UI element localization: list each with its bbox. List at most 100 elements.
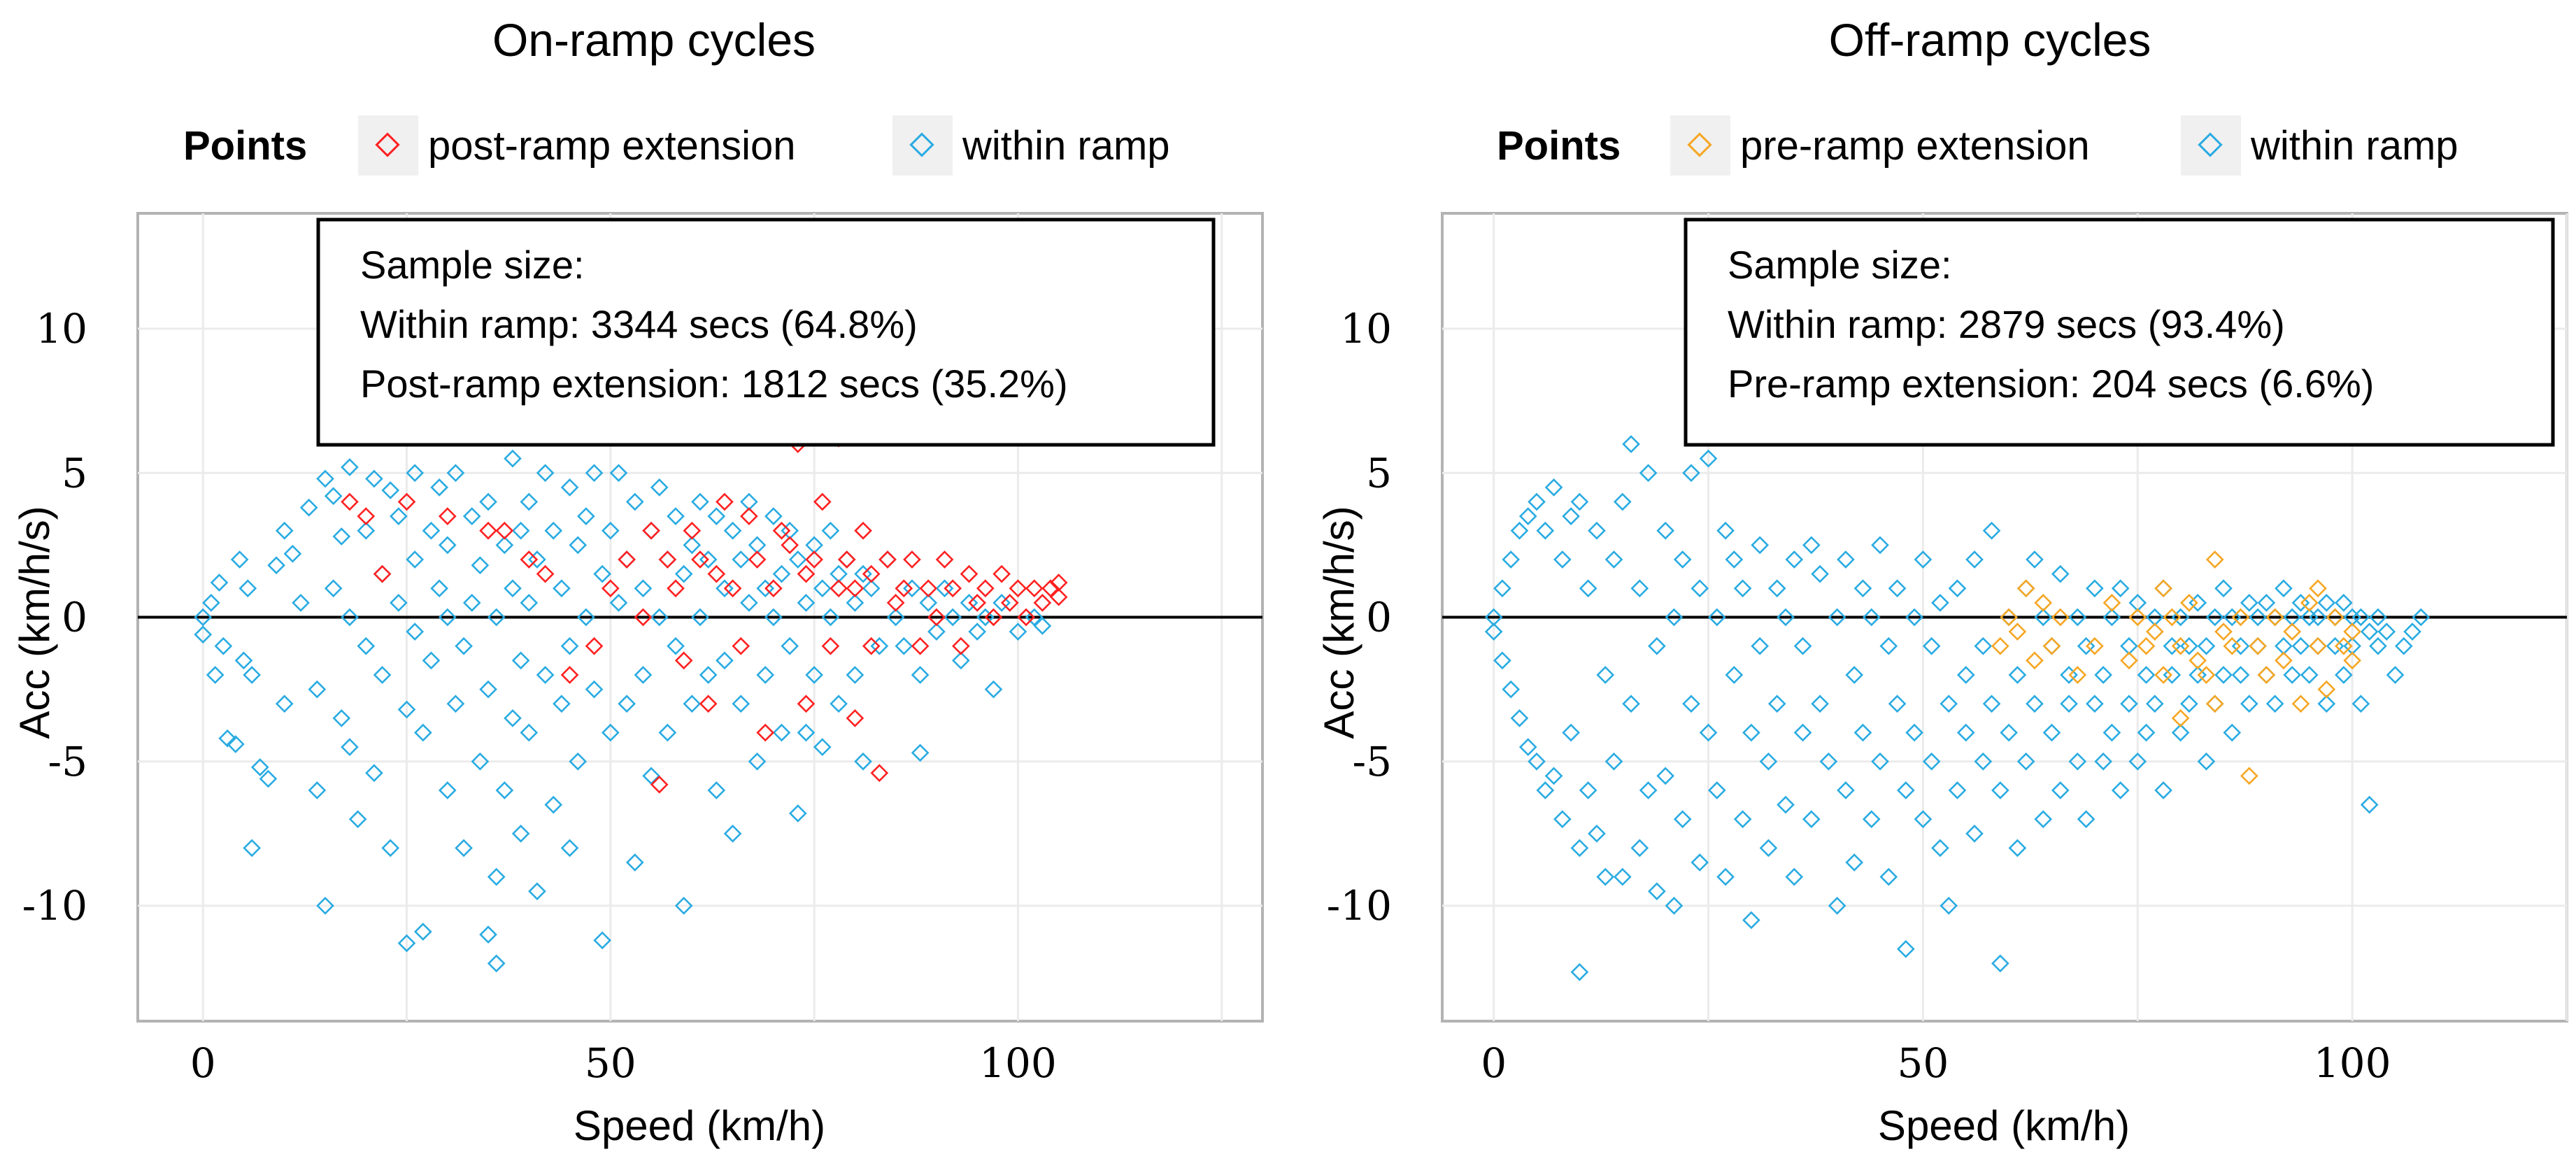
data-point-pre-ramp-extension [2326, 608, 2344, 627]
data-point-post-ramp-extension [341, 492, 359, 511]
data-point-within-ramp [716, 579, 734, 598]
data-point-within-ramp [1570, 963, 1589, 981]
data-point-within-ramp [2231, 636, 2250, 655]
data-point-within-ramp [1493, 651, 1511, 670]
data-point-pre-ramp-extension [2343, 622, 2361, 641]
legend-label: within ramp [962, 123, 1170, 169]
data-point-within-ramp [2335, 666, 2353, 684]
data-point-within-ramp [292, 594, 310, 612]
data-point-within-ramp [756, 579, 775, 598]
data-point-within-ramp [2283, 666, 2302, 684]
data-point-within-ramp [2008, 666, 2027, 684]
data-point-within-ramp [2026, 695, 2044, 713]
y-tick-label: 0 [62, 594, 87, 641]
data-point-within-ramp [1965, 825, 1984, 843]
data-point-post-ramp-extension [740, 507, 758, 525]
data-point-within-ramp [1656, 767, 1674, 785]
data-point-within-ramp [2086, 579, 2104, 598]
data-point-pre-ramp-extension [2180, 594, 2198, 612]
data-point-pre-ramp-extension [2265, 608, 2284, 627]
data-point-within-ramp [2008, 839, 2027, 857]
data-point-within-ramp [316, 897, 334, 915]
data-point-within-ramp [194, 608, 213, 627]
annotation-line: Pre-ramp extension: 204 secs (6.6%) [1728, 362, 2374, 406]
x-axis-label: Speed (km/h) [1878, 1102, 2130, 1149]
data-point-within-ramp [1888, 695, 1907, 713]
y-axis-label: Acc (km/h/s) [11, 506, 58, 739]
data-point-pre-ramp-extension [2249, 636, 2267, 655]
data-point-within-ramp [2026, 550, 2044, 569]
data-point-post-ramp-extension [968, 594, 987, 612]
data-point-post-ramp-extension [797, 695, 816, 713]
data-point-within-ramp [772, 723, 791, 742]
data-point-within-ramp [560, 478, 579, 497]
y-tick-label: 10 [1340, 305, 1392, 352]
data-point-within-ramp [846, 594, 864, 612]
data-point-within-ramp [2403, 622, 2421, 641]
data-point-post-ramp-extension [699, 695, 718, 713]
data-point-within-ramp [1811, 564, 1829, 583]
data-point-post-ramp-extension [479, 521, 497, 540]
data-point-within-ramp [1742, 723, 1760, 742]
annotation-line: Post-ramp extension: 1812 secs (35.2%) [360, 362, 1068, 406]
data-point-within-ramp [1871, 752, 1889, 771]
data-point-within-ramp [1853, 723, 1872, 742]
data-point-within-ramp [553, 579, 571, 598]
data-point-within-ramp [2309, 608, 2327, 627]
data-point-post-ramp-extension [357, 507, 376, 525]
data-point-within-ramp [1639, 464, 1658, 483]
data-point-within-ramp [1691, 853, 1709, 871]
data-point-within-ramp [699, 666, 718, 684]
data-point-within-ramp [504, 709, 522, 727]
y-tick-label: 0 [1366, 594, 1392, 641]
data-point-within-ramp [2351, 608, 2370, 627]
data-point-within-ramp [2120, 695, 2138, 713]
data-point-within-ramp [194, 625, 213, 644]
data-point-within-ramp [2145, 695, 2164, 713]
data-point-post-ramp-extension [772, 521, 791, 540]
data-point-within-ramp [707, 507, 726, 525]
data-point-within-ramp [462, 507, 481, 525]
data-point-within-ramp [1811, 695, 1829, 713]
data-point-within-ramp [2265, 695, 2284, 713]
data-point-within-ramp [1579, 579, 1597, 598]
data-point-within-ramp [2214, 666, 2233, 684]
data-point-within-ramp [683, 695, 702, 713]
data-point-pre-ramp-extension [2317, 680, 2336, 699]
data-point-within-ramp [2077, 636, 2095, 655]
data-point-pre-ramp-extension [2309, 579, 2327, 598]
data-point-within-ramp [1691, 579, 1709, 598]
data-point-within-ramp [732, 550, 750, 569]
data-point-within-ramp [316, 469, 334, 488]
data-point-within-ramp [1665, 608, 1684, 627]
data-point-within-ramp [2317, 594, 2336, 612]
data-point-within-ramp [1725, 666, 1744, 684]
data-point-within-ramp [1759, 752, 1778, 771]
data-point-pre-ramp-extension [2205, 695, 2224, 713]
data-point-within-ramp [1751, 636, 1770, 655]
annotation-line: Sample size: [1728, 243, 1952, 287]
data-point-within-ramp [740, 594, 758, 612]
data-point-within-ramp [250, 758, 269, 776]
axis-ticks: 0 50 100 -10 -5 0 5 10 [1327, 305, 2391, 1087]
data-point-within-ramp [1956, 723, 1975, 742]
data-point-within-ramp [992, 594, 1011, 612]
x-tick-label: 100 [2314, 1039, 2391, 1087]
data-point-within-ramp [658, 723, 677, 742]
data-point-within-ramp [699, 550, 718, 569]
data-point-within-ramp [960, 594, 979, 612]
data-point-within-ramp [1682, 464, 1700, 483]
data-point-within-ramp [1588, 521, 1606, 540]
data-point-within-ramp [1991, 781, 2009, 799]
data-point-pre-ramp-extension [2335, 636, 2353, 655]
data-point-within-ramp [1553, 810, 1572, 829]
data-point-within-ramp [1785, 867, 1804, 886]
data-point-within-ramp [903, 579, 921, 598]
data-point-within-ramp [2042, 723, 2061, 742]
data-point-within-ramp [1931, 594, 1949, 612]
data-point-post-ramp-extension [495, 521, 514, 540]
data-point-within-ramp [1905, 723, 1923, 742]
legend-key-bg [1670, 115, 1730, 176]
data-point-within-ramp [390, 507, 408, 525]
data-point-within-ramp [691, 492, 709, 511]
